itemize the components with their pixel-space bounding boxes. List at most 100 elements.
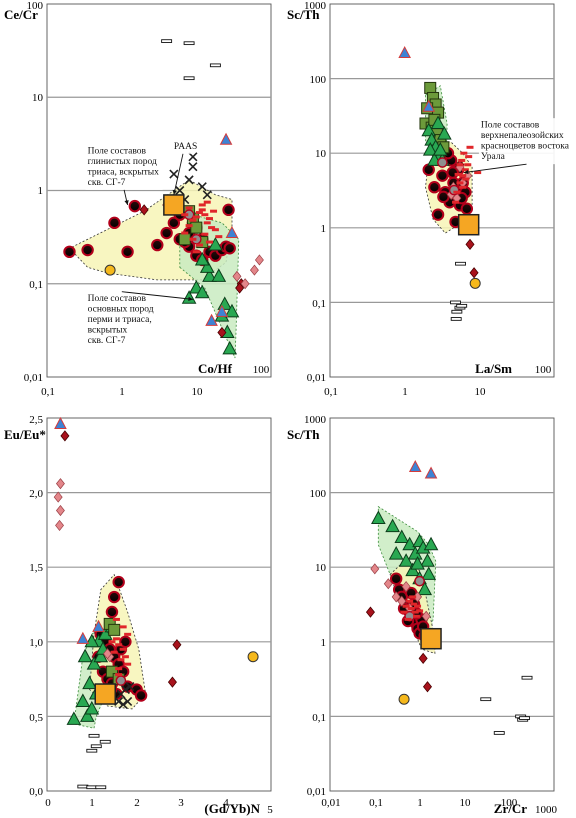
marker-x-cross: [118, 699, 128, 710]
marker-black-circle: [121, 245, 134, 259]
marker-green-triangle: [199, 259, 215, 273]
panel-2-ytick-0: 0,01: [307, 372, 326, 384]
marker-red-dash: [110, 650, 118, 654]
marker-pink-diamond: [240, 278, 250, 290]
marker-red-dash: [412, 614, 420, 618]
marker-green-triangle: [422, 142, 438, 156]
marker-green-triangle: [423, 536, 439, 551]
marker-red-dash: [181, 213, 189, 217]
marker-yellow-hexagon: [398, 693, 410, 705]
panel-1-ytick-3: 10: [32, 92, 44, 104]
marker-red-dash: [203, 200, 211, 204]
marker-dark-diamond: [139, 204, 149, 216]
marker-black-dash: [95, 785, 107, 790]
marker-black-dash: [450, 300, 461, 305]
marker-green-triangle: [430, 115, 446, 130]
marker-red-dash: [460, 151, 468, 155]
panel-2-xtick-1: 1: [402, 386, 408, 398]
marker-red-dash: [409, 595, 417, 599]
panel-1-plot: PAAS Поле составов глинистых пород триаса, …: [47, 39, 271, 359]
marker-red-dash: [201, 213, 209, 217]
marker-pink-diamond: [103, 648, 112, 660]
marker-blue-triangle: [424, 466, 438, 479]
marker-black-dash: [521, 675, 533, 680]
marker-black-circle: [167, 216, 181, 230]
marker-olive-square: [190, 221, 203, 234]
marker-red-dash: [208, 226, 216, 230]
panel-4-ytick-5: 1000: [304, 414, 327, 426]
marker-green-triangle: [222, 340, 238, 355]
marker-black-circle: [389, 572, 403, 585]
marker-green-triangle: [79, 708, 95, 722]
panel-4-ytick-3: 10: [315, 562, 327, 574]
panel-1-ytick-0: 0,01: [24, 372, 43, 384]
marker-black-circle: [160, 226, 173, 240]
marker-black-circle: [446, 166, 459, 179]
marker-black-circle: [108, 216, 121, 230]
panel-2-ytick-2: 1: [321, 223, 327, 235]
marker-green-triangle: [194, 284, 210, 299]
panel-4-ytick-4: 100: [310, 488, 327, 500]
marker-red-dash: [454, 172, 462, 176]
marker-dark-diamond: [167, 676, 177, 688]
panel-3-plot: [47, 416, 271, 790]
marker-black-circle: [81, 243, 94, 257]
marker-paas-square: [94, 683, 116, 705]
marker-yellow-hexagon: [247, 651, 259, 663]
panel-1-xlabel: Co/Hf: [198, 361, 233, 376]
marker-red-dash: [466, 145, 474, 149]
marker-pink-diamond: [53, 491, 63, 503]
marker-pink-diamond: [55, 504, 65, 517]
marker-x-cross: [123, 696, 133, 707]
marker-dark-diamond: [465, 238, 475, 250]
marker-black-circle: [119, 635, 132, 648]
marker-blue-triangle: [219, 132, 233, 145]
marker-dark-diamond: [60, 430, 70, 442]
marker-x-cross: [125, 681, 135, 692]
marker-green-triangle: [437, 126, 452, 140]
marker-black-circle: [63, 245, 76, 259]
marker-red-dash: [459, 174, 467, 178]
panel-3-ytick-1: 0,5: [29, 712, 43, 724]
marker-black-circle: [436, 169, 449, 182]
panel-3-xtick-1: 1: [89, 797, 95, 809]
panel-4-xtick-2: 1: [417, 797, 423, 809]
marker-green-triangle: [432, 142, 448, 156]
marker-black-circle: [223, 242, 236, 255]
annotation-arrow: [173, 153, 184, 195]
marker-red-dash: [192, 250, 200, 254]
panel-4-xtick-0: 0,01: [321, 797, 340, 809]
marker-red-dash: [459, 185, 467, 189]
marker-green-triangle: [398, 553, 414, 567]
marker-olive-square: [424, 81, 437, 94]
marker-red-dash: [203, 221, 211, 225]
marker-black-circle: [222, 203, 235, 217]
marker-black-circle: [108, 590, 121, 604]
marker-red-dash: [211, 228, 219, 232]
marker-red-dash: [205, 217, 213, 221]
marker-black-dash: [451, 309, 463, 314]
marker-red-dash: [410, 602, 418, 606]
marker-black-dash: [183, 76, 195, 81]
panel-4-ylabel: Sc/Th: [287, 427, 320, 442]
panel-2-ytick-5: 1000: [304, 0, 327, 12]
marker-x-cross: [202, 190, 212, 200]
marker-green-triangle: [385, 518, 400, 533]
marker-black-circle: [428, 181, 441, 194]
marker-red-dash: [185, 224, 193, 228]
panel-3-xtick-4: 4: [223, 797, 229, 809]
marker-black-dash: [88, 733, 100, 738]
marker-red-dash: [474, 171, 482, 175]
marker-blue-triangle: [408, 459, 422, 473]
marker-yellow-hexagon: [104, 264, 116, 276]
marker-red-dash: [195, 243, 203, 247]
marker-green-triangle: [371, 510, 386, 524]
annotation-bg: [171, 139, 195, 154]
marker-green-triangle: [394, 529, 410, 544]
marker-black-dash: [183, 41, 195, 46]
panel-3-xlabel: (Gd/Yb)N: [204, 801, 260, 816]
marker-pink-diamond: [232, 270, 242, 282]
panel-3-frame: [46, 417, 272, 792]
panel-4-ytick-2: 1: [321, 637, 327, 649]
marker-green-triangle: [420, 553, 435, 567]
